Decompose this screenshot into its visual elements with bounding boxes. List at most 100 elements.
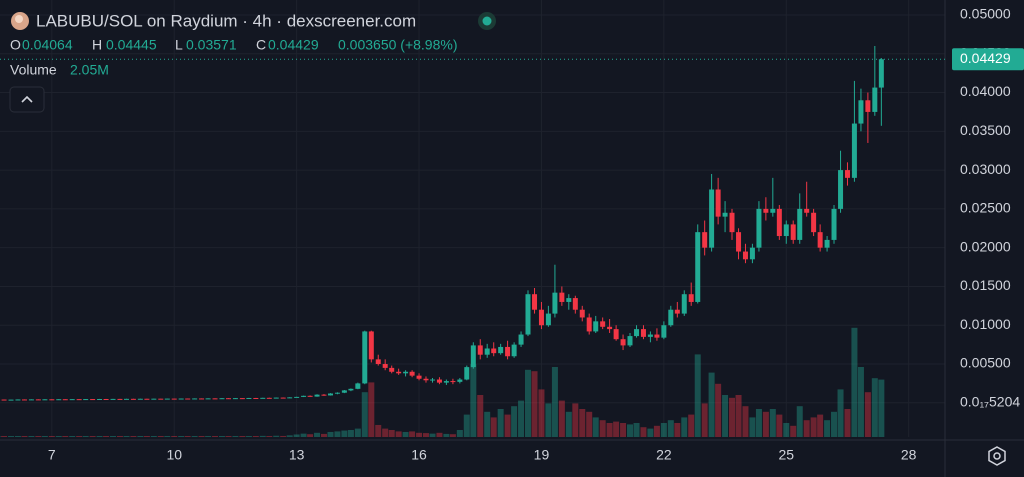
volume-bar: [551, 367, 558, 437]
candle-body: [511, 344, 517, 357]
candle-body: [851, 123, 857, 178]
token-icon-detail: [15, 15, 23, 23]
plot-area: [0, 0, 945, 437]
volume-bar: [123, 436, 130, 437]
volume-bar: [314, 432, 321, 437]
volume-bar: [484, 411, 491, 437]
volume-bar: [245, 436, 252, 437]
candle-body: [878, 59, 884, 88]
candle-body: [375, 359, 381, 365]
candle-body: [199, 398, 205, 400]
volume-bar: [824, 420, 831, 437]
volume-bar: [565, 411, 572, 437]
volume-bar: [837, 389, 844, 437]
volume-bar: [538, 389, 545, 437]
candle-body: [348, 388, 354, 391]
volume-bar: [76, 436, 83, 437]
volume-bar: [69, 436, 76, 437]
candle-body: [811, 212, 817, 233]
volume-bar: [341, 430, 348, 437]
ohlc-value: 0.04064: [22, 37, 73, 53]
candle-body: [76, 399, 82, 401]
settings-button[interactable]: [988, 446, 1006, 466]
candle-body: [450, 381, 456, 383]
candle-body: [362, 331, 368, 384]
volume-bar: [490, 417, 497, 437]
candle-body: [559, 292, 565, 302]
candle-body: [518, 334, 524, 345]
volume-bar: [810, 417, 817, 437]
x-tick-label: 10: [166, 447, 182, 463]
candle-body: [858, 100, 864, 124]
candle-body: [28, 399, 34, 401]
candle-body: [436, 379, 442, 383]
volume-bar: [273, 435, 280, 437]
volume-bar: [422, 433, 429, 437]
candle-body: [158, 398, 164, 400]
x-tick-label: 28: [901, 447, 917, 463]
candle-body: [341, 390, 347, 393]
volume-bar: [790, 425, 797, 437]
x-tick-label: 16: [411, 447, 427, 463]
volume-bar: [647, 428, 654, 437]
volume-bar: [755, 409, 762, 437]
candle-body: [763, 208, 769, 213]
candle-body: [62, 399, 68, 401]
candle-body: [151, 398, 157, 400]
volume-bar: [443, 433, 450, 437]
candle-body: [736, 232, 742, 252]
volume-bar: [640, 427, 647, 437]
x-tick-label: 13: [289, 447, 305, 463]
volume-bar: [96, 436, 103, 437]
candle-body: [123, 398, 129, 400]
candle-body: [715, 189, 721, 217]
volume-bar: [742, 406, 749, 437]
collapse-button[interactable]: [9, 86, 45, 113]
volume-bar: [463, 414, 470, 437]
volume-bar: [157, 436, 164, 437]
settings-icon-center[interactable]: [993, 452, 1001, 460]
candle-body: [742, 251, 748, 260]
volume-bar: [368, 382, 375, 437]
volume-bar: [361, 392, 368, 437]
ohlc-label: O: [10, 37, 21, 53]
candle-body: [572, 298, 578, 310]
ohlc-value: 0.04429: [268, 37, 319, 53]
candle-body: [838, 170, 844, 209]
volume-bar: [354, 428, 361, 437]
candle-body: [185, 398, 191, 400]
candle-body: [246, 397, 252, 399]
ohlc-label: H: [92, 37, 102, 53]
candle-body: [470, 345, 476, 368]
volume-bar: [116, 436, 123, 437]
candle-body: [640, 329, 646, 337]
candle-body: [532, 294, 538, 310]
volume-bar: [82, 436, 89, 437]
candle-body: [21, 399, 27, 401]
volume-bar: [382, 428, 389, 437]
volume-bar: [735, 395, 742, 437]
volume-bar: [701, 403, 708, 437]
volume-bar: [150, 436, 157, 437]
candle-body: [178, 398, 184, 400]
chevron-icon[interactable]: [21, 95, 33, 103]
candle-body: [409, 371, 415, 376]
volume-bar: [586, 411, 593, 437]
y-tick-label: 0.01500: [960, 277, 1011, 293]
volume-bar: [429, 433, 436, 437]
collapse-button-frame[interactable]: [9, 86, 45, 113]
volume-bar: [232, 436, 239, 437]
y-tick-label: 0.0₁₇5204: [960, 393, 1020, 409]
y-tick-label: 0.04000: [960, 83, 1011, 99]
volume-bar: [1, 436, 8, 437]
y-tick-label: 0.03500: [960, 122, 1011, 138]
volume-bar: [205, 436, 212, 437]
settings-icon[interactable]: [988, 446, 1006, 466]
candle-body: [552, 292, 558, 314]
candle-body: [368, 331, 374, 360]
volume-bar: [524, 369, 531, 437]
volume-bar: [497, 409, 504, 437]
candle-body: [260, 397, 266, 399]
volume-bar: [218, 436, 225, 437]
